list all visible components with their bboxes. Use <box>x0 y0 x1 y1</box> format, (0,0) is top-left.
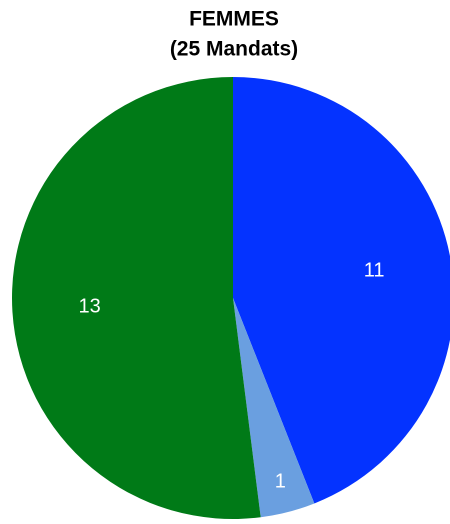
pie-slice <box>11 77 261 519</box>
data-label: 13 <box>79 295 101 317</box>
chart-subtitle: (25 Mandats) <box>170 38 298 61</box>
data-label: 1 <box>275 470 286 492</box>
pie-slice <box>233 77 450 504</box>
chart-title: FEMMES <box>189 8 279 31</box>
data-label: 11 <box>364 259 385 281</box>
pie-slice <box>233 298 315 518</box>
